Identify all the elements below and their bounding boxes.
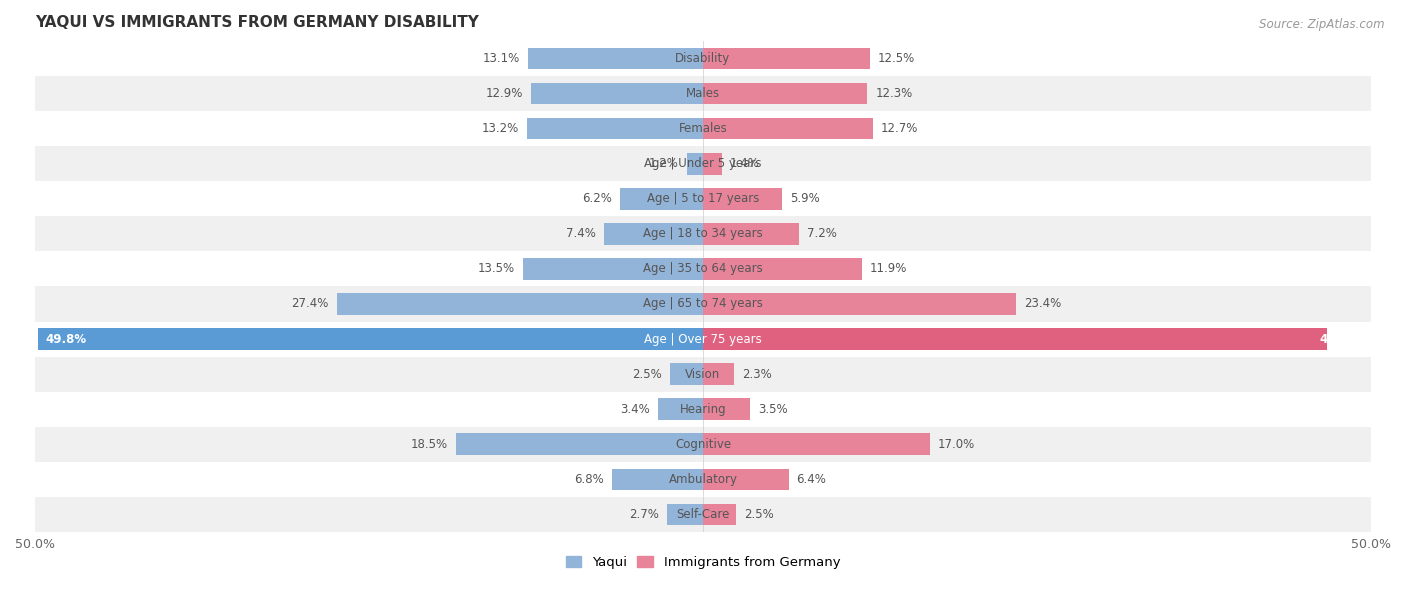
Bar bbox=[703, 118, 873, 140]
Bar bbox=[666, 504, 703, 525]
Text: Age | 18 to 34 years: Age | 18 to 34 years bbox=[643, 227, 763, 241]
Text: 23.4%: 23.4% bbox=[1024, 297, 1062, 310]
Text: Age | 65 to 74 years: Age | 65 to 74 years bbox=[643, 297, 763, 310]
Bar bbox=[523, 258, 703, 280]
Bar bbox=[337, 293, 703, 315]
Text: 2.3%: 2.3% bbox=[742, 368, 772, 381]
Text: 13.5%: 13.5% bbox=[478, 263, 515, 275]
Bar bbox=[530, 83, 703, 105]
Text: 13.2%: 13.2% bbox=[481, 122, 519, 135]
Bar bbox=[703, 223, 799, 245]
Text: 7.4%: 7.4% bbox=[567, 227, 596, 241]
Text: 6.2%: 6.2% bbox=[582, 192, 612, 205]
Bar bbox=[35, 286, 1371, 321]
Text: 7.2%: 7.2% bbox=[807, 227, 837, 241]
Bar bbox=[529, 48, 703, 69]
Bar bbox=[35, 76, 1371, 111]
Bar bbox=[35, 427, 1371, 462]
Text: Females: Females bbox=[679, 122, 727, 135]
Text: Self-Care: Self-Care bbox=[676, 508, 730, 521]
Text: Age | 5 to 17 years: Age | 5 to 17 years bbox=[647, 192, 759, 205]
Text: 2.5%: 2.5% bbox=[744, 508, 775, 521]
Bar bbox=[35, 146, 1371, 181]
Bar bbox=[703, 398, 749, 420]
Bar bbox=[703, 258, 862, 280]
Text: 46.7%: 46.7% bbox=[1319, 332, 1361, 346]
Bar bbox=[703, 433, 931, 455]
Text: 6.4%: 6.4% bbox=[797, 473, 827, 486]
Bar bbox=[605, 223, 703, 245]
Text: Hearing: Hearing bbox=[679, 403, 727, 416]
Text: 12.5%: 12.5% bbox=[877, 52, 915, 65]
Text: Age | 35 to 64 years: Age | 35 to 64 years bbox=[643, 263, 763, 275]
Text: 18.5%: 18.5% bbox=[411, 438, 449, 451]
Bar bbox=[703, 188, 782, 210]
Bar bbox=[669, 364, 703, 385]
Text: 13.1%: 13.1% bbox=[482, 52, 520, 65]
Bar bbox=[703, 293, 1015, 315]
Bar bbox=[35, 252, 1371, 286]
Text: Age | Under 5 years: Age | Under 5 years bbox=[644, 157, 762, 170]
Text: Ambulatory: Ambulatory bbox=[668, 473, 738, 486]
Legend: Yaqui, Immigrants from Germany: Yaqui, Immigrants from Germany bbox=[560, 551, 846, 575]
Text: 12.3%: 12.3% bbox=[876, 87, 912, 100]
Text: 12.7%: 12.7% bbox=[880, 122, 918, 135]
Bar bbox=[35, 111, 1371, 146]
Bar bbox=[35, 41, 1371, 76]
Bar bbox=[35, 321, 1371, 357]
Text: Vision: Vision bbox=[685, 368, 721, 381]
Text: 2.7%: 2.7% bbox=[628, 508, 659, 521]
Bar bbox=[658, 398, 703, 420]
Text: 1.2%: 1.2% bbox=[650, 157, 679, 170]
Text: 6.8%: 6.8% bbox=[575, 473, 605, 486]
Text: 27.4%: 27.4% bbox=[291, 297, 329, 310]
Bar bbox=[35, 462, 1371, 497]
Bar bbox=[703, 504, 737, 525]
Text: 12.9%: 12.9% bbox=[485, 87, 523, 100]
Bar bbox=[703, 328, 1327, 350]
Text: Disability: Disability bbox=[675, 52, 731, 65]
Text: Source: ZipAtlas.com: Source: ZipAtlas.com bbox=[1260, 18, 1385, 31]
Text: Age | Over 75 years: Age | Over 75 years bbox=[644, 332, 762, 346]
Bar bbox=[38, 328, 703, 350]
Bar bbox=[35, 216, 1371, 252]
Bar bbox=[456, 433, 703, 455]
Bar bbox=[703, 469, 789, 490]
Text: 3.5%: 3.5% bbox=[758, 403, 787, 416]
Text: 17.0%: 17.0% bbox=[938, 438, 976, 451]
Bar bbox=[35, 392, 1371, 427]
Bar bbox=[703, 364, 734, 385]
Text: 3.4%: 3.4% bbox=[620, 403, 650, 416]
Text: 2.5%: 2.5% bbox=[631, 368, 662, 381]
Text: Cognitive: Cognitive bbox=[675, 438, 731, 451]
Bar bbox=[527, 118, 703, 140]
Bar bbox=[703, 48, 870, 69]
Bar bbox=[688, 153, 703, 174]
Bar bbox=[35, 497, 1371, 532]
Bar bbox=[612, 469, 703, 490]
Bar bbox=[703, 83, 868, 105]
Text: 5.9%: 5.9% bbox=[790, 192, 820, 205]
Text: Males: Males bbox=[686, 87, 720, 100]
Text: 11.9%: 11.9% bbox=[870, 263, 907, 275]
Bar bbox=[35, 181, 1371, 216]
Bar bbox=[35, 357, 1371, 392]
Bar bbox=[620, 188, 703, 210]
Bar bbox=[703, 153, 721, 174]
Text: 1.4%: 1.4% bbox=[730, 157, 759, 170]
Text: YAQUI VS IMMIGRANTS FROM GERMANY DISABILITY: YAQUI VS IMMIGRANTS FROM GERMANY DISABIL… bbox=[35, 15, 479, 30]
Text: 49.8%: 49.8% bbox=[45, 332, 87, 346]
